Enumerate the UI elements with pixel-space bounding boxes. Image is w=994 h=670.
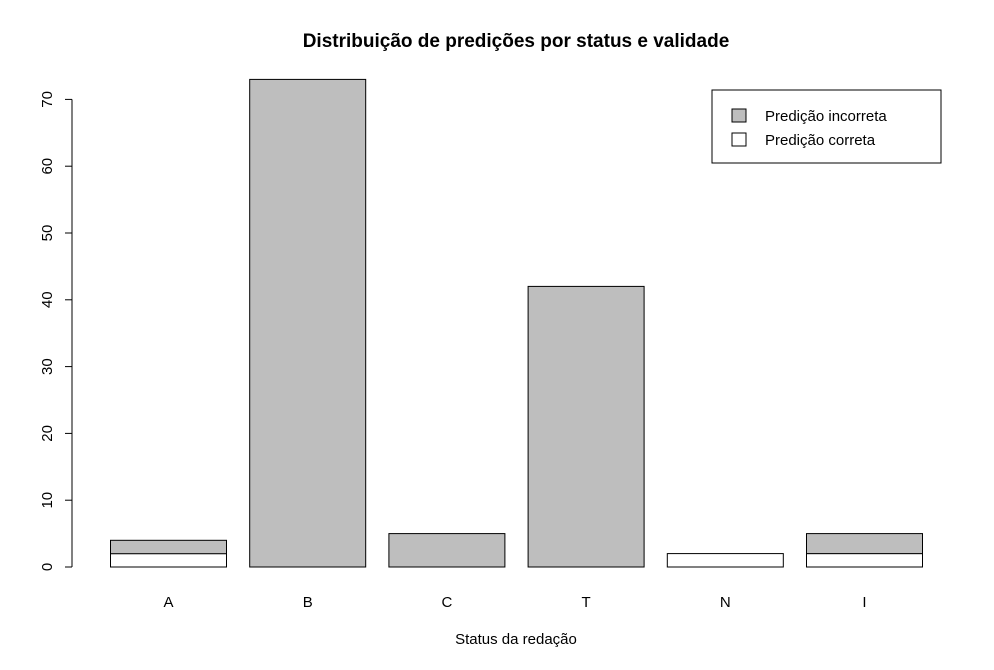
bar-B-incorreta xyxy=(249,78,367,568)
y-tick-label: 50 xyxy=(39,225,56,242)
y-tick-label: 60 xyxy=(39,158,56,175)
legend-label-correta: Predição correta xyxy=(765,132,876,149)
y-tick-label: 30 xyxy=(39,358,56,375)
x-tick-label: B xyxy=(303,594,313,611)
bar-C-incorreta xyxy=(388,533,506,568)
x-axis-title: Status da redação xyxy=(455,631,577,648)
x-tick-label: C xyxy=(441,594,452,611)
legend-swatch-incorreta xyxy=(731,108,747,123)
bar-N-correta xyxy=(666,553,784,568)
y-tick-label: 70 xyxy=(39,91,56,108)
x-tick-label: T xyxy=(582,594,591,611)
legend-box xyxy=(711,89,942,164)
y-tick-label: 0 xyxy=(39,563,56,571)
legend: Predição incorreta Predição correta xyxy=(711,89,942,164)
bars-group xyxy=(110,78,923,568)
y-tick-label: 10 xyxy=(39,492,56,509)
x-tick-label: A xyxy=(163,594,173,611)
bar-I-incorreta xyxy=(806,533,923,555)
legend-label-incorreta: Predição incorreta xyxy=(765,108,887,125)
y-axis: 0 10 20 30 40 50 60 70 xyxy=(39,91,73,571)
bar-A-incorreta xyxy=(110,539,227,555)
y-tick-label: 20 xyxy=(39,425,56,442)
bar-A-correta xyxy=(110,553,227,568)
chart-title: Distribuição de predições por status e v… xyxy=(303,31,730,52)
bar-T-incorreta xyxy=(527,285,645,568)
bar-I-correta xyxy=(806,553,923,568)
x-tick-label: N xyxy=(720,594,731,611)
legend-swatch-correta xyxy=(731,132,747,147)
x-tick-label: I xyxy=(862,594,866,611)
y-tick-label: 40 xyxy=(39,291,56,308)
